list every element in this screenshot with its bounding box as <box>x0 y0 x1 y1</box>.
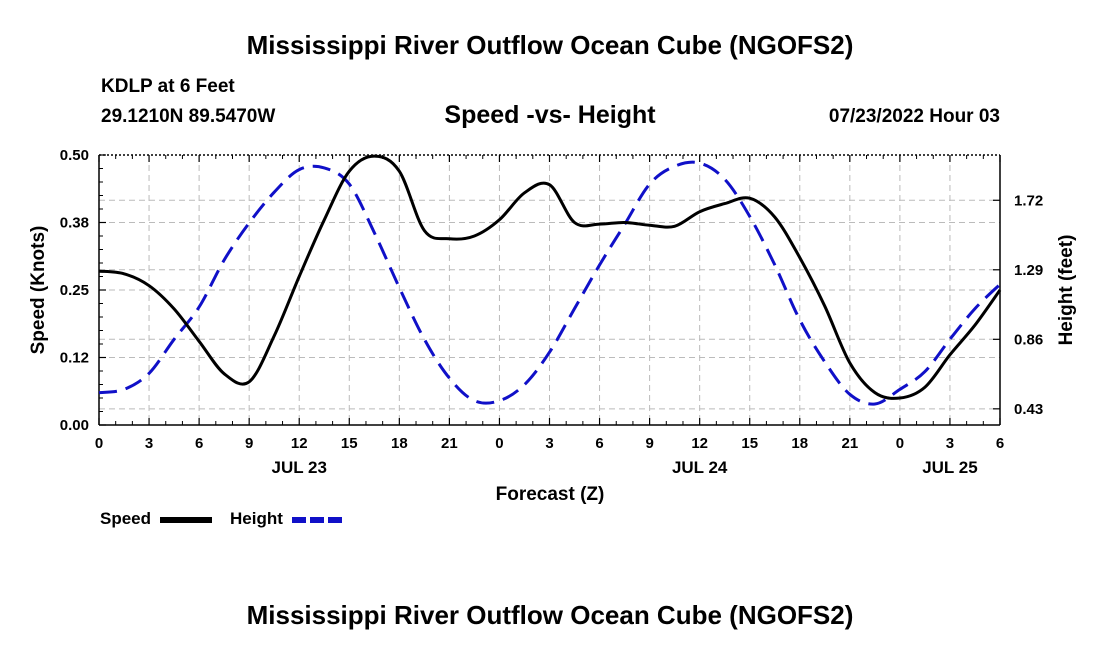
x-tick-label: 9 <box>645 435 653 452</box>
height-series-line <box>98 160 1002 406</box>
y2-axis-label: Height (feet) <box>1056 235 1077 346</box>
y-tick-label: 0.50 <box>60 147 89 164</box>
x-tick-label: 6 <box>195 435 203 452</box>
page-title: Mississippi River Outflow Ocean Cube (NG… <box>246 30 854 60</box>
footer-title: Mississippi River Outflow Ocean Cube (NG… <box>246 600 854 630</box>
date-label: JUL 25 <box>922 458 977 477</box>
y2-tick-label: 0.86 <box>1014 331 1043 348</box>
x-tick-label: 21 <box>841 435 858 452</box>
station-label: KDLP at 6 Feet <box>101 76 235 97</box>
y-tick-label: 0.38 <box>60 215 89 232</box>
x-tick-label: 3 <box>145 435 153 452</box>
x-tick-label: 3 <box>946 435 954 452</box>
date-label: JUL 23 <box>271 458 326 477</box>
x-tick-label: 0 <box>95 435 103 452</box>
y-tick-label: 0.25 <box>60 282 89 299</box>
coordinates-label: 29.1210N 89.5470W <box>101 106 276 127</box>
x-tick-label: 6 <box>996 435 1004 452</box>
x-tick-label: 18 <box>791 435 808 452</box>
x-tick-label: 0 <box>495 435 503 452</box>
legend-height-label: Height <box>230 509 283 528</box>
x-tick-label: 21 <box>441 435 458 452</box>
x-tick-label: 3 <box>545 435 553 452</box>
x-tick-label: 9 <box>245 435 253 452</box>
y-axis-label: Speed (Knots) <box>28 226 49 355</box>
x-tick-label: 12 <box>291 435 308 452</box>
date-label: JUL 24 <box>672 458 728 477</box>
y2-tick-label: 1.72 <box>1014 192 1043 209</box>
chart-title: Speed -vs- Height <box>444 101 656 129</box>
legend-speed-label: Speed <box>100 509 152 528</box>
forecast-datetime: 07/23/2022 Hour 03 <box>828 106 1000 127</box>
x-axis-label: Forecast (Z) <box>496 484 605 505</box>
x-tick-label: 15 <box>341 435 358 452</box>
x-tick-label: 12 <box>691 435 708 452</box>
speed-series-line <box>98 154 1002 400</box>
y-tick-label: 0.00 <box>60 417 89 434</box>
y2-tick-label: 1.29 <box>1014 262 1043 279</box>
x-tick-label: 18 <box>391 435 408 452</box>
y2-tick-label: 0.43 <box>1014 401 1043 418</box>
y-tick-label: 0.12 <box>60 350 89 367</box>
x-tick-label: 6 <box>595 435 603 452</box>
x-tick-label: 15 <box>741 435 758 452</box>
x-tick-label: 0 <box>896 435 904 452</box>
